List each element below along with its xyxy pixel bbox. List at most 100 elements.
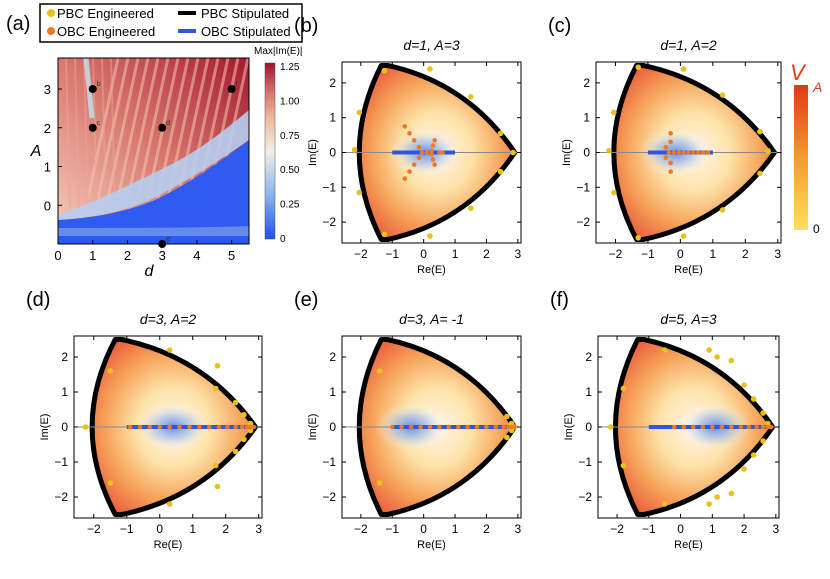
pbc-engineered-point: [381, 67, 388, 74]
heatmap-image: [58, 58, 249, 244]
panel-a-label: (a): [6, 13, 30, 35]
legend: PBC Engineered OBC Engineered PBC Stipulat…: [39, 3, 303, 43]
xlabel: Re(E): [674, 264, 703, 276]
obc-engineered-point: [429, 148, 434, 154]
obc-engineered-point: [668, 131, 673, 136]
panel-label: (b): [294, 15, 318, 37]
legend-frame: [39, 3, 303, 43]
heatmap-point-c: [88, 123, 97, 132]
heatmap-point-label-d: d: [166, 120, 170, 127]
legend-marker-1: [47, 27, 55, 35]
pbc-engineered-point: [606, 147, 612, 154]
heatmap-ytick-label: 3: [44, 82, 51, 97]
obc-engineered-point: [402, 124, 408, 129]
pbc-engineered-point: [241, 436, 247, 443]
obc-engineered-point: [407, 131, 412, 136]
panel-label: (f): [550, 289, 569, 311]
ytick-label: −2: [54, 490, 68, 504]
legend-marker-0: [47, 9, 55, 17]
pbc-engineered-point: [760, 438, 766, 444]
panel-title: d=3, A= -1: [399, 311, 464, 327]
pbc-engineered-point: [381, 231, 388, 238]
ytick-label: 0: [61, 420, 68, 434]
pbc-engineered-point: [107, 368, 114, 374]
obc-engineered-point: [440, 150, 445, 155]
side-colorbar: V A 0: [790, 60, 822, 236]
pbc-engineered-point: [107, 480, 114, 486]
heatmap-lower-band: [58, 226, 249, 238]
pbc-engineered-point: [661, 347, 668, 353]
obc-engineered-point: [710, 424, 715, 430]
panel-a: (a) 0 1 2 3 4 5 0 1 2 3 d A b c d e f Max|Im(E)| 1.25…: [6, 13, 303, 280]
xtick-label: 1: [452, 522, 459, 536]
xtick-label: 1: [452, 247, 459, 261]
obc-engineered-point: [668, 169, 673, 174]
pbc-engineered-point: [620, 462, 627, 469]
pbc-engineered-point: [376, 368, 383, 374]
xtick-label: 1: [709, 247, 716, 261]
obc-engineered-point: [407, 169, 412, 174]
side-colorbar-min: 0: [813, 222, 820, 236]
panel-label: (e): [294, 289, 318, 311]
obc-engineered-point: [418, 424, 423, 430]
heatmap-colorbar-tick: 0.75: [280, 131, 300, 142]
ylabel: Im(E): [561, 139, 573, 166]
pbc-engineered-point: [714, 354, 720, 360]
xlabel: Re(E): [154, 539, 183, 551]
obc-engineered-point: [493, 424, 499, 430]
obc-engineered-point: [663, 144, 669, 150]
obc-engineered-point: [455, 424, 461, 430]
ytick-label: 1: [329, 385, 336, 399]
heatmap-colorbar-label: Max|Im(E)|: [254, 46, 303, 57]
heatmap-point-label-e: e: [166, 236, 170, 243]
ytick-label: 2: [329, 76, 336, 90]
heatmap-blue-region: [58, 140, 249, 244]
xtick-label: 0: [677, 247, 684, 261]
pbc-engineered-point: [765, 420, 771, 427]
xtick-label: −1: [385, 522, 399, 536]
pbc-engineered-point: [467, 205, 474, 211]
obc-engineered-point: [729, 424, 734, 430]
heatmap-point-b: [88, 85, 97, 93]
panel-e: (e) d=3, A= -1 −2 −1 0 1 2 3 −2 −1 0 1 2 Re(E) Im(E): [294, 289, 522, 551]
xtick-label: 3: [515, 247, 522, 261]
heatmap-ytick-label: 2: [44, 121, 51, 136]
obc-engineered-point: [676, 150, 682, 155]
obc-engineered-point: [248, 424, 253, 430]
obc-engineered-point: [705, 150, 711, 155]
obc-engineered-point: [216, 424, 222, 430]
obc-engineered-point: [419, 150, 425, 155]
legend-label-1: OBC Engineered: [57, 24, 155, 39]
panel-c: (c) d=1, A=2 −2 −1 0 1 2 3 −2 −1 0 1 2 Re(E) Im(E): [548, 15, 782, 276]
ytick-label: 1: [583, 111, 590, 125]
ytick-label: 0: [329, 146, 336, 160]
obc-engineered-point: [666, 150, 672, 155]
ytick-label: −1: [54, 455, 68, 469]
xtick-label: −2: [354, 247, 368, 261]
obc-engineered-point: [167, 424, 172, 430]
legend-entries: PBC Engineered OBC Engineered PBC Stipulat…: [47, 6, 291, 39]
obc-engineered-point: [389, 424, 395, 430]
pbc-engineered-point: [635, 234, 641, 241]
ytick-label: −1: [576, 180, 590, 194]
spectrum-panels: (b) d=1, A=3 −2 −1 0 1 2 3 −2 −1 0 1 2 Re(E) Im(E) (c) d…: [26, 15, 782, 551]
obc-engineered-point: [432, 162, 437, 167]
heatmap-stripe: [74, 58, 80, 209]
pbc-engineered-point: [719, 207, 726, 213]
obc-engineered-point: [474, 424, 480, 430]
xtick-label: 1: [709, 522, 716, 536]
panel-b: (b) d=1, A=3 −2 −1 0 1 2 3 −2 −1 0 1 2 Re(E) Im(E): [294, 15, 522, 276]
panel-label: (d): [26, 289, 50, 311]
heatmap-colorbar: [264, 62, 276, 240]
obc-engineered-point: [197, 424, 202, 430]
heatmap-ylabel: A: [30, 143, 42, 160]
pbc-engineered-point: [719, 92, 726, 98]
ytick-label: −1: [578, 455, 592, 469]
obc-engineered-point: [437, 424, 442, 430]
pbc-engineered-point: [213, 385, 219, 392]
obc-engineered-point: [244, 424, 250, 430]
panel-title: d=1, A=2: [660, 37, 717, 53]
ytick-label: 2: [585, 350, 592, 364]
obc-engineered-point: [399, 424, 404, 430]
xlabel: Re(E): [417, 539, 446, 551]
